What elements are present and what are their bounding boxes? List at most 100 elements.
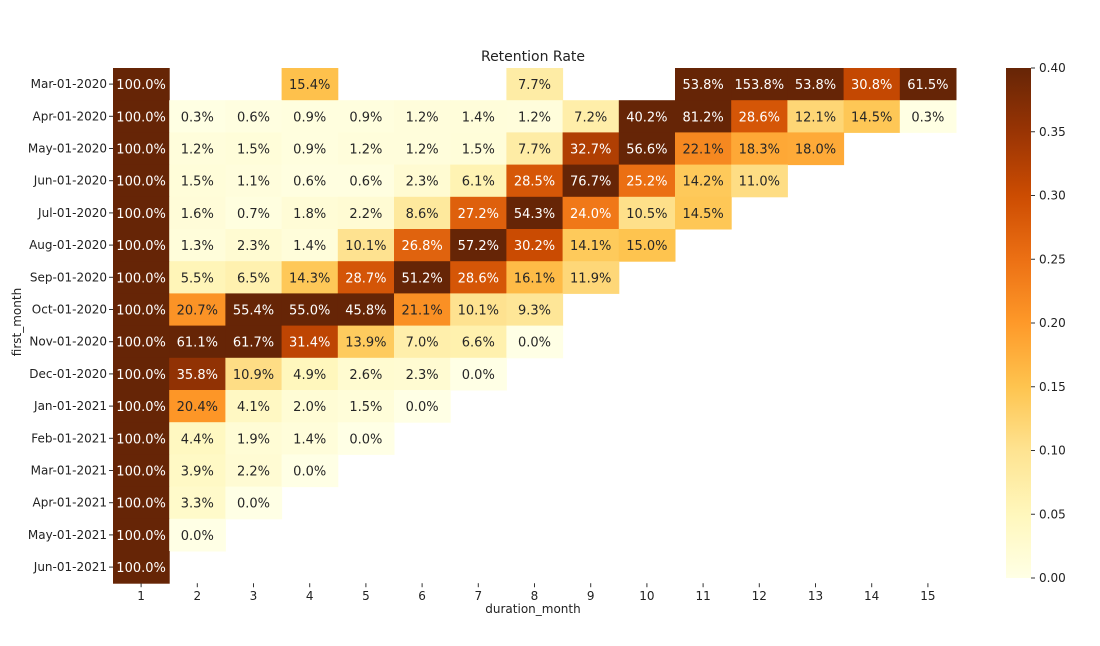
heatmap-cell: [506, 100, 564, 133]
cell-value-label: 0.3%: [911, 110, 944, 125]
heatmap-cell: [169, 454, 226, 488]
heatmap-cell: [506, 132, 564, 166]
cell-value-label: 0.0%: [237, 497, 270, 512]
heatmap-cell: [843, 68, 901, 101]
heatmap-cell: [169, 357, 226, 391]
heatmap-cell: [113, 164, 170, 198]
heatmap-cell: [113, 100, 170, 133]
cell-value-label: 57.2%: [458, 239, 499, 254]
heatmap-cell: [281, 229, 339, 262]
cell-value-label: 53.8%: [795, 78, 836, 93]
cell-value-label: 13.9%: [345, 336, 386, 351]
cell-value-label: 76.7%: [570, 175, 611, 190]
cell-value-label: 25.2%: [626, 175, 667, 190]
cell-value-label: 100.0%: [116, 271, 166, 286]
cell-value-label: 1.5%: [462, 143, 495, 158]
cell-value-label: 45.8%: [345, 304, 386, 319]
cell-value-label: 100.0%: [116, 497, 166, 512]
cell-value-label: 1.5%: [237, 143, 270, 158]
cell-value-label: 0.0%: [349, 432, 382, 447]
x-tick-label: 13: [808, 589, 823, 603]
cell-value-label: 22.1%: [682, 143, 723, 158]
colorbar-tick-label: 0.10: [1039, 444, 1066, 458]
heatmap-cell: [113, 68, 170, 101]
heatmap-cell: [225, 486, 283, 520]
heatmap-cell: [562, 164, 620, 198]
heatmap-cell: [281, 422, 339, 455]
heatmap-cell: [281, 100, 339, 133]
colorbar-tick-label: 0.00: [1039, 571, 1066, 585]
heatmap-cell: [899, 100, 957, 133]
cell-value-label: 2.3%: [406, 368, 439, 383]
heatmap-cell: [281, 132, 339, 166]
heatmap-cell: [450, 229, 507, 262]
cell-value-label: 7.2%: [574, 110, 607, 125]
cell-value-label: 0.9%: [293, 143, 326, 158]
heatmap-cell: [731, 68, 788, 101]
x-tick-label: 10: [639, 589, 654, 603]
heatmap-cell: [394, 390, 451, 423]
heatmap-cell: [169, 164, 226, 198]
cell-value-label: 54.3%: [514, 207, 555, 222]
heatmap-cell: [225, 390, 283, 423]
cell-value-label: 20.7%: [177, 304, 218, 319]
cell-value-label: 12.1%: [795, 110, 836, 125]
cell-value-label: 0.0%: [293, 465, 326, 480]
cell-value-label: 0.6%: [293, 175, 326, 190]
cell-value-label: 2.6%: [349, 368, 382, 383]
heatmap-cell: [450, 196, 507, 230]
x-tick-label: 8: [531, 589, 539, 603]
cell-value-label: 0.9%: [293, 110, 326, 125]
cell-value-label: 28.6%: [458, 271, 499, 286]
cell-value-label: 28.6%: [739, 110, 780, 125]
colorbar-tick-label: 0.15: [1039, 380, 1066, 394]
heatmap-cell: [113, 357, 170, 391]
cell-value-label: 10.9%: [233, 368, 274, 383]
cell-value-label: 100.0%: [116, 368, 166, 383]
cell-value-label: 1.2%: [406, 143, 439, 158]
cell-value-label: 1.6%: [181, 207, 214, 222]
heatmap-cell: [394, 132, 451, 166]
heatmap-cell: [113, 486, 170, 520]
y-tick-labels: Mar-01-2020 Apr-01-2020 May-01-2020 Jun-01-…: [28, 77, 113, 574]
colorbar-tick-label: 0.35: [1039, 125, 1066, 139]
x-tick-label: 2: [193, 589, 201, 603]
heatmap-cell: [225, 100, 283, 133]
heatmap-cell: [281, 454, 339, 488]
colorbar-tick-label: 0.25: [1039, 252, 1066, 266]
x-tick-label: 15: [920, 589, 935, 603]
heatmap-cell: [169, 486, 226, 520]
x-tick-label: 5: [362, 589, 370, 603]
cell-value-label: 56.6%: [626, 143, 667, 158]
heatmap-cell: [281, 68, 339, 101]
cell-value-label: 61.5%: [907, 78, 948, 93]
x-tick-label: 4: [306, 589, 314, 603]
heatmap-cell: [169, 261, 226, 294]
cell-value-label: 100.0%: [116, 78, 166, 93]
cell-value-label: 1.2%: [181, 143, 214, 158]
heatmap-cell: [562, 196, 620, 230]
heatmap-cell: [169, 390, 226, 423]
cell-value-label: 100.0%: [116, 110, 166, 125]
y-tick-label: Jun-01-2021: [33, 560, 107, 574]
cell-value-label: 5.5%: [181, 271, 214, 286]
heatmap-cell: [169, 518, 226, 552]
cell-value-label: 2.2%: [349, 207, 382, 222]
cell-value-label: 100.0%: [116, 239, 166, 254]
heatmap-cell: [337, 293, 395, 327]
heatmap-cell: [562, 229, 620, 262]
heatmap-cell: [225, 164, 283, 198]
heatmap-cell: [225, 261, 283, 294]
cell-value-label: 153.8%: [735, 78, 785, 93]
cell-value-label: 3.9%: [181, 465, 214, 480]
cell-value-label: 30.8%: [851, 78, 892, 93]
cell-value-label: 55.0%: [289, 304, 330, 319]
cell-value-label: 1.4%: [293, 239, 326, 254]
heatmap-cell: [562, 261, 620, 294]
colorbar-tick-label: 0.40: [1039, 61, 1066, 75]
heatmap-cell: [899, 68, 957, 101]
heatmap-cell: [169, 422, 226, 455]
heatmap-cell: [450, 132, 507, 166]
heatmap-cell: [562, 132, 620, 166]
cell-value-label: 100.0%: [116, 207, 166, 222]
